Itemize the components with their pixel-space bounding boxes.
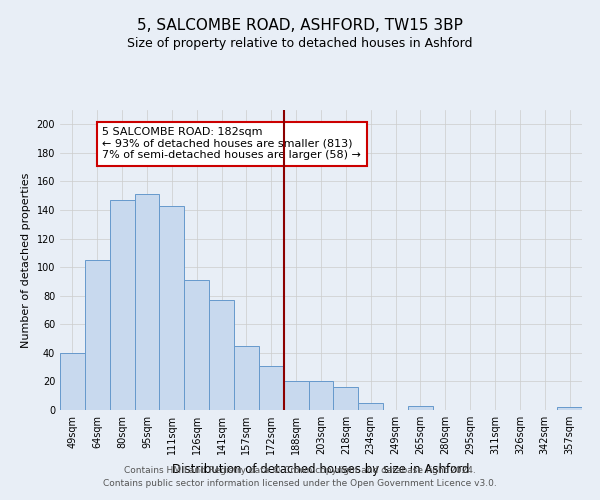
Text: 5 SALCOMBE ROAD: 182sqm
← 93% of detached houses are smaller (813)
7% of semi-de: 5 SALCOMBE ROAD: 182sqm ← 93% of detache… [102,127,361,160]
Text: Size of property relative to detached houses in Ashford: Size of property relative to detached ho… [127,38,473,51]
Bar [110,200,134,410]
Bar [259,366,284,410]
Bar [184,280,209,410]
Bar [408,406,433,410]
Bar [334,387,358,410]
Bar [308,382,334,410]
Bar [284,382,308,410]
Y-axis label: Number of detached properties: Number of detached properties [21,172,31,348]
Bar [134,194,160,410]
Bar [358,403,383,410]
Bar [557,407,582,410]
X-axis label: Distribution of detached houses by size in Ashford: Distribution of detached houses by size … [172,462,470,475]
Bar [160,206,184,410]
Bar [60,353,85,410]
Text: 5, SALCOMBE ROAD, ASHFORD, TW15 3BP: 5, SALCOMBE ROAD, ASHFORD, TW15 3BP [137,18,463,32]
Bar [209,300,234,410]
Bar [234,346,259,410]
Text: Contains HM Land Registry data © Crown copyright and database right 2024.
Contai: Contains HM Land Registry data © Crown c… [103,466,497,487]
Bar [85,260,110,410]
